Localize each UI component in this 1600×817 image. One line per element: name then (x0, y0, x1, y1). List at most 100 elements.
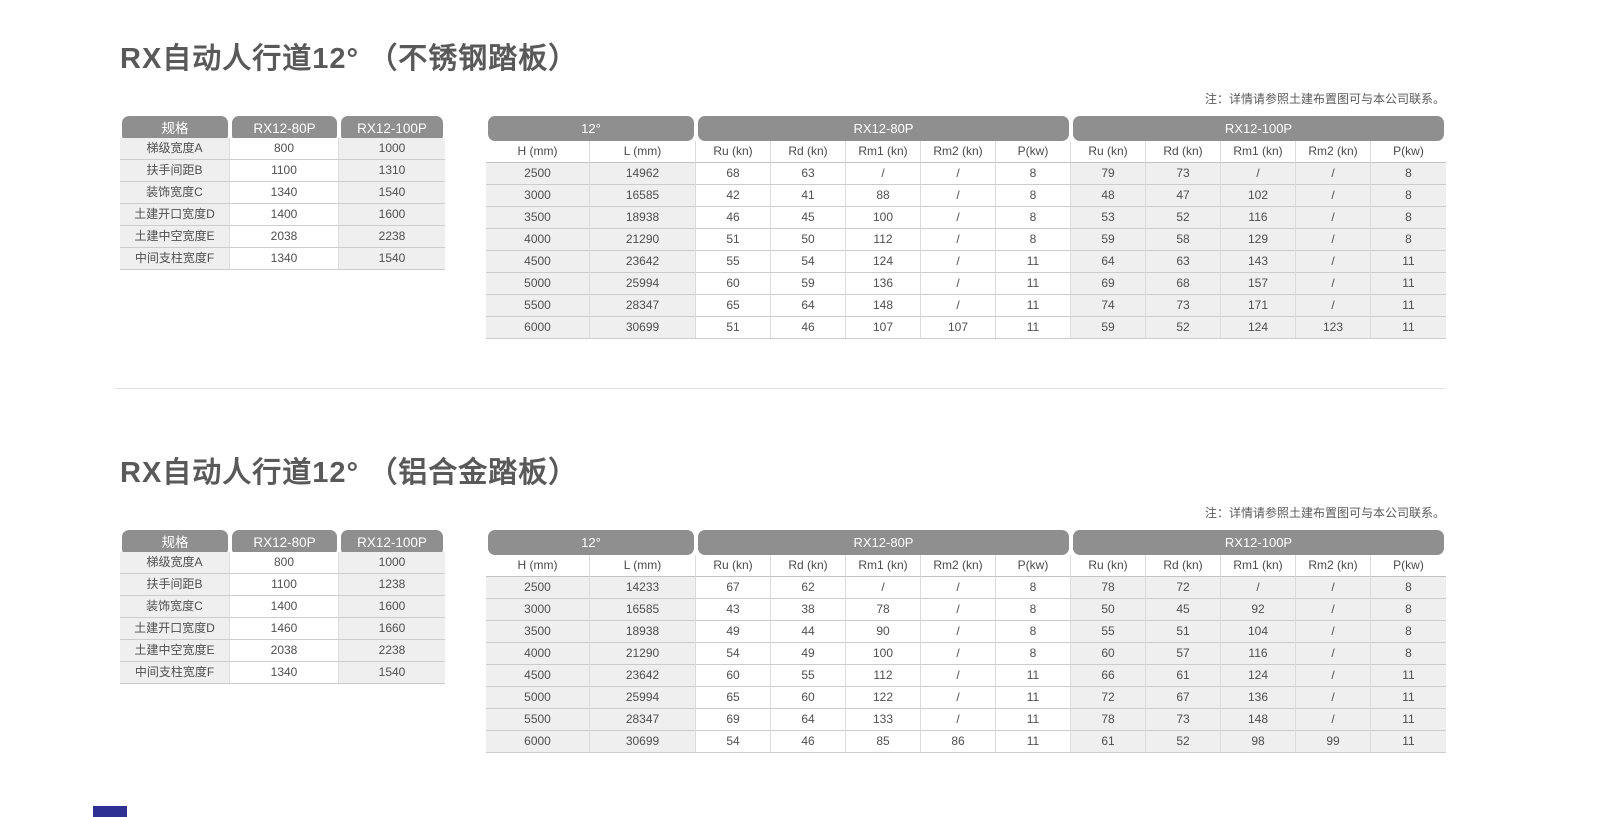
load-value-cell: 60 (696, 665, 771, 687)
spec-value-cell: 1340 (230, 248, 339, 270)
load-value-cell: 8 (996, 599, 1071, 621)
load-group-pill: RX12-100P (1073, 116, 1444, 141)
spec-value-cell: 1400 (230, 204, 339, 226)
load-value-cell: 53 (1071, 207, 1146, 229)
load-row: 5500 28347 65 64 148/11 74 73 171/11 (486, 295, 1446, 317)
load-value-cell: 51 (696, 229, 771, 251)
load-value-cell: 124 (1221, 317, 1296, 339)
spec-value-cell: 800 (230, 552, 339, 574)
spec-row: 装饰宽度C 1400 1600 (120, 596, 445, 618)
load-value-cell: 73 (1146, 163, 1221, 185)
load-value-cell: 129 (1221, 229, 1296, 251)
load-column-header-cell: P(kw) (1371, 141, 1446, 163)
load-value-cell: 6000 (486, 317, 590, 339)
load-value-cell: 11 (1371, 731, 1446, 753)
load-value-cell: 18938 (590, 207, 696, 229)
load-value-cell: 104 (1221, 621, 1296, 643)
load-value-cell: 11 (996, 273, 1071, 295)
load-value-cell: 63 (1146, 251, 1221, 273)
spec-value-cell: 2038 (230, 640, 339, 662)
load-value-cell: 11 (996, 687, 1071, 709)
load-value-cell: 51 (1146, 621, 1221, 643)
spec-header-cell: RX12-80P (230, 116, 339, 138)
load-value-cell: 49 (771, 643, 846, 665)
load-value-cell: 28347 (590, 709, 696, 731)
load-value-cell: 4500 (486, 251, 590, 273)
load-value-cell: 116 (1221, 207, 1296, 229)
spec-header-cell: 规格 (120, 530, 230, 552)
load-value-cell: 112 (846, 665, 921, 687)
load-value-cell: 157 (1221, 273, 1296, 295)
load-value-cell: 8 (996, 621, 1071, 643)
load-value-cell: 68 (696, 163, 771, 185)
load-value-cell: 88 (846, 185, 921, 207)
spec-header-pill: 规格 (122, 116, 228, 138)
spec-value-cell: 1310 (339, 160, 445, 182)
spec-label-cell: 中间支柱宽度F (120, 248, 230, 270)
load-value-cell: / (921, 273, 996, 295)
load-value-cell: 143 (1221, 251, 1296, 273)
load-group-pill: 12° (488, 116, 694, 141)
load-row: 5500 28347 69 64 133/11 78 73 148/11 (486, 709, 1446, 731)
load-value-cell: / (1296, 273, 1371, 295)
load-value-cell: 72 (1071, 687, 1146, 709)
load-value-cell: 18938 (590, 621, 696, 643)
spec-value-cell: 1600 (339, 596, 445, 618)
section-note: 注：详情请参照土建布置图可与本公司联系。 (1204, 506, 1445, 520)
load-value-cell: / (1221, 577, 1296, 599)
load-value-cell: 21290 (590, 229, 696, 251)
spec-label-cell: 梯级宽度A (120, 552, 230, 574)
load-value-cell: 11 (1371, 709, 1446, 731)
load-value-cell: 99 (1296, 731, 1371, 753)
load-value-cell: 86 (921, 731, 996, 753)
load-value-cell: 41 (771, 185, 846, 207)
load-value-cell: / (921, 621, 996, 643)
load-value-cell: 60 (771, 687, 846, 709)
spec-header-pill: RX12-100P (341, 530, 443, 552)
load-group-pill: RX12-80P (698, 530, 1069, 555)
load-value-cell: 21290 (590, 643, 696, 665)
load-value-cell: 4500 (486, 665, 590, 687)
footer-accent-bar (93, 806, 127, 817)
load-column-header-cell: L (mm) (590, 555, 696, 577)
load-value-cell: 6000 (486, 731, 590, 753)
load-value-cell: 107 (921, 317, 996, 339)
load-value-cell: 48 (1071, 185, 1146, 207)
spec-label-cell: 中间支柱宽度F (120, 662, 230, 684)
load-column-header-cell: Rm2 (kn) (921, 141, 996, 163)
section-tables: 规格 RX12-80P RX12-100P 梯级宽度A 800 1000 扶手间距B 110… (120, 116, 1446, 339)
section-title: RX自动人行道12° （不锈钢踏板） (120, 43, 579, 75)
load-value-cell: 49 (696, 621, 771, 643)
load-column-header-cell: P(kw) (1371, 555, 1446, 577)
load-value-cell: 74 (1071, 295, 1146, 317)
spec-value-cell: 800 (230, 138, 339, 160)
load-value-cell: 11 (1371, 665, 1446, 687)
load-column-header-row: H (mm) L (mm) Ru (kn) Rd (kn) Rm1 (kn) Rm2 (k… (486, 555, 1446, 577)
load-value-cell: / (1296, 709, 1371, 731)
spec-value-cell: 2238 (339, 640, 445, 662)
load-value-cell: 8 (996, 643, 1071, 665)
load-value-cell: 8 (1371, 207, 1446, 229)
spec-row: 扶手间距B 1100 1238 (120, 574, 445, 596)
load-column-header-cell: Ru (kn) (696, 555, 771, 577)
load-column-header-cell: P(kw) (996, 555, 1071, 577)
load-value-cell: 43 (696, 599, 771, 621)
spec-value-cell: 2238 (339, 226, 445, 248)
load-value-cell: 54 (696, 731, 771, 753)
spec-row: 中间支柱宽度F 1340 1540 (120, 248, 445, 270)
load-value-cell: 79 (1071, 163, 1146, 185)
load-value-cell: 61 (1146, 665, 1221, 687)
load-value-cell: 85 (846, 731, 921, 753)
load-value-cell: 98 (1221, 731, 1296, 753)
load-value-cell: 46 (696, 207, 771, 229)
load-column-header-cell: Rd (kn) (771, 555, 846, 577)
load-value-cell: 25994 (590, 687, 696, 709)
load-value-cell: 44 (771, 621, 846, 643)
product-section: RX自动人行道12° （不锈钢踏板） 注：详情请参照土建布置图可与本公司联系。 … (120, 42, 1446, 339)
spec-row: 土建开口宽度D 1400 1600 (120, 204, 445, 226)
load-value-cell: 62 (771, 577, 846, 599)
load-value-cell: / (921, 229, 996, 251)
load-value-cell: / (921, 599, 996, 621)
load-value-cell: 148 (846, 295, 921, 317)
